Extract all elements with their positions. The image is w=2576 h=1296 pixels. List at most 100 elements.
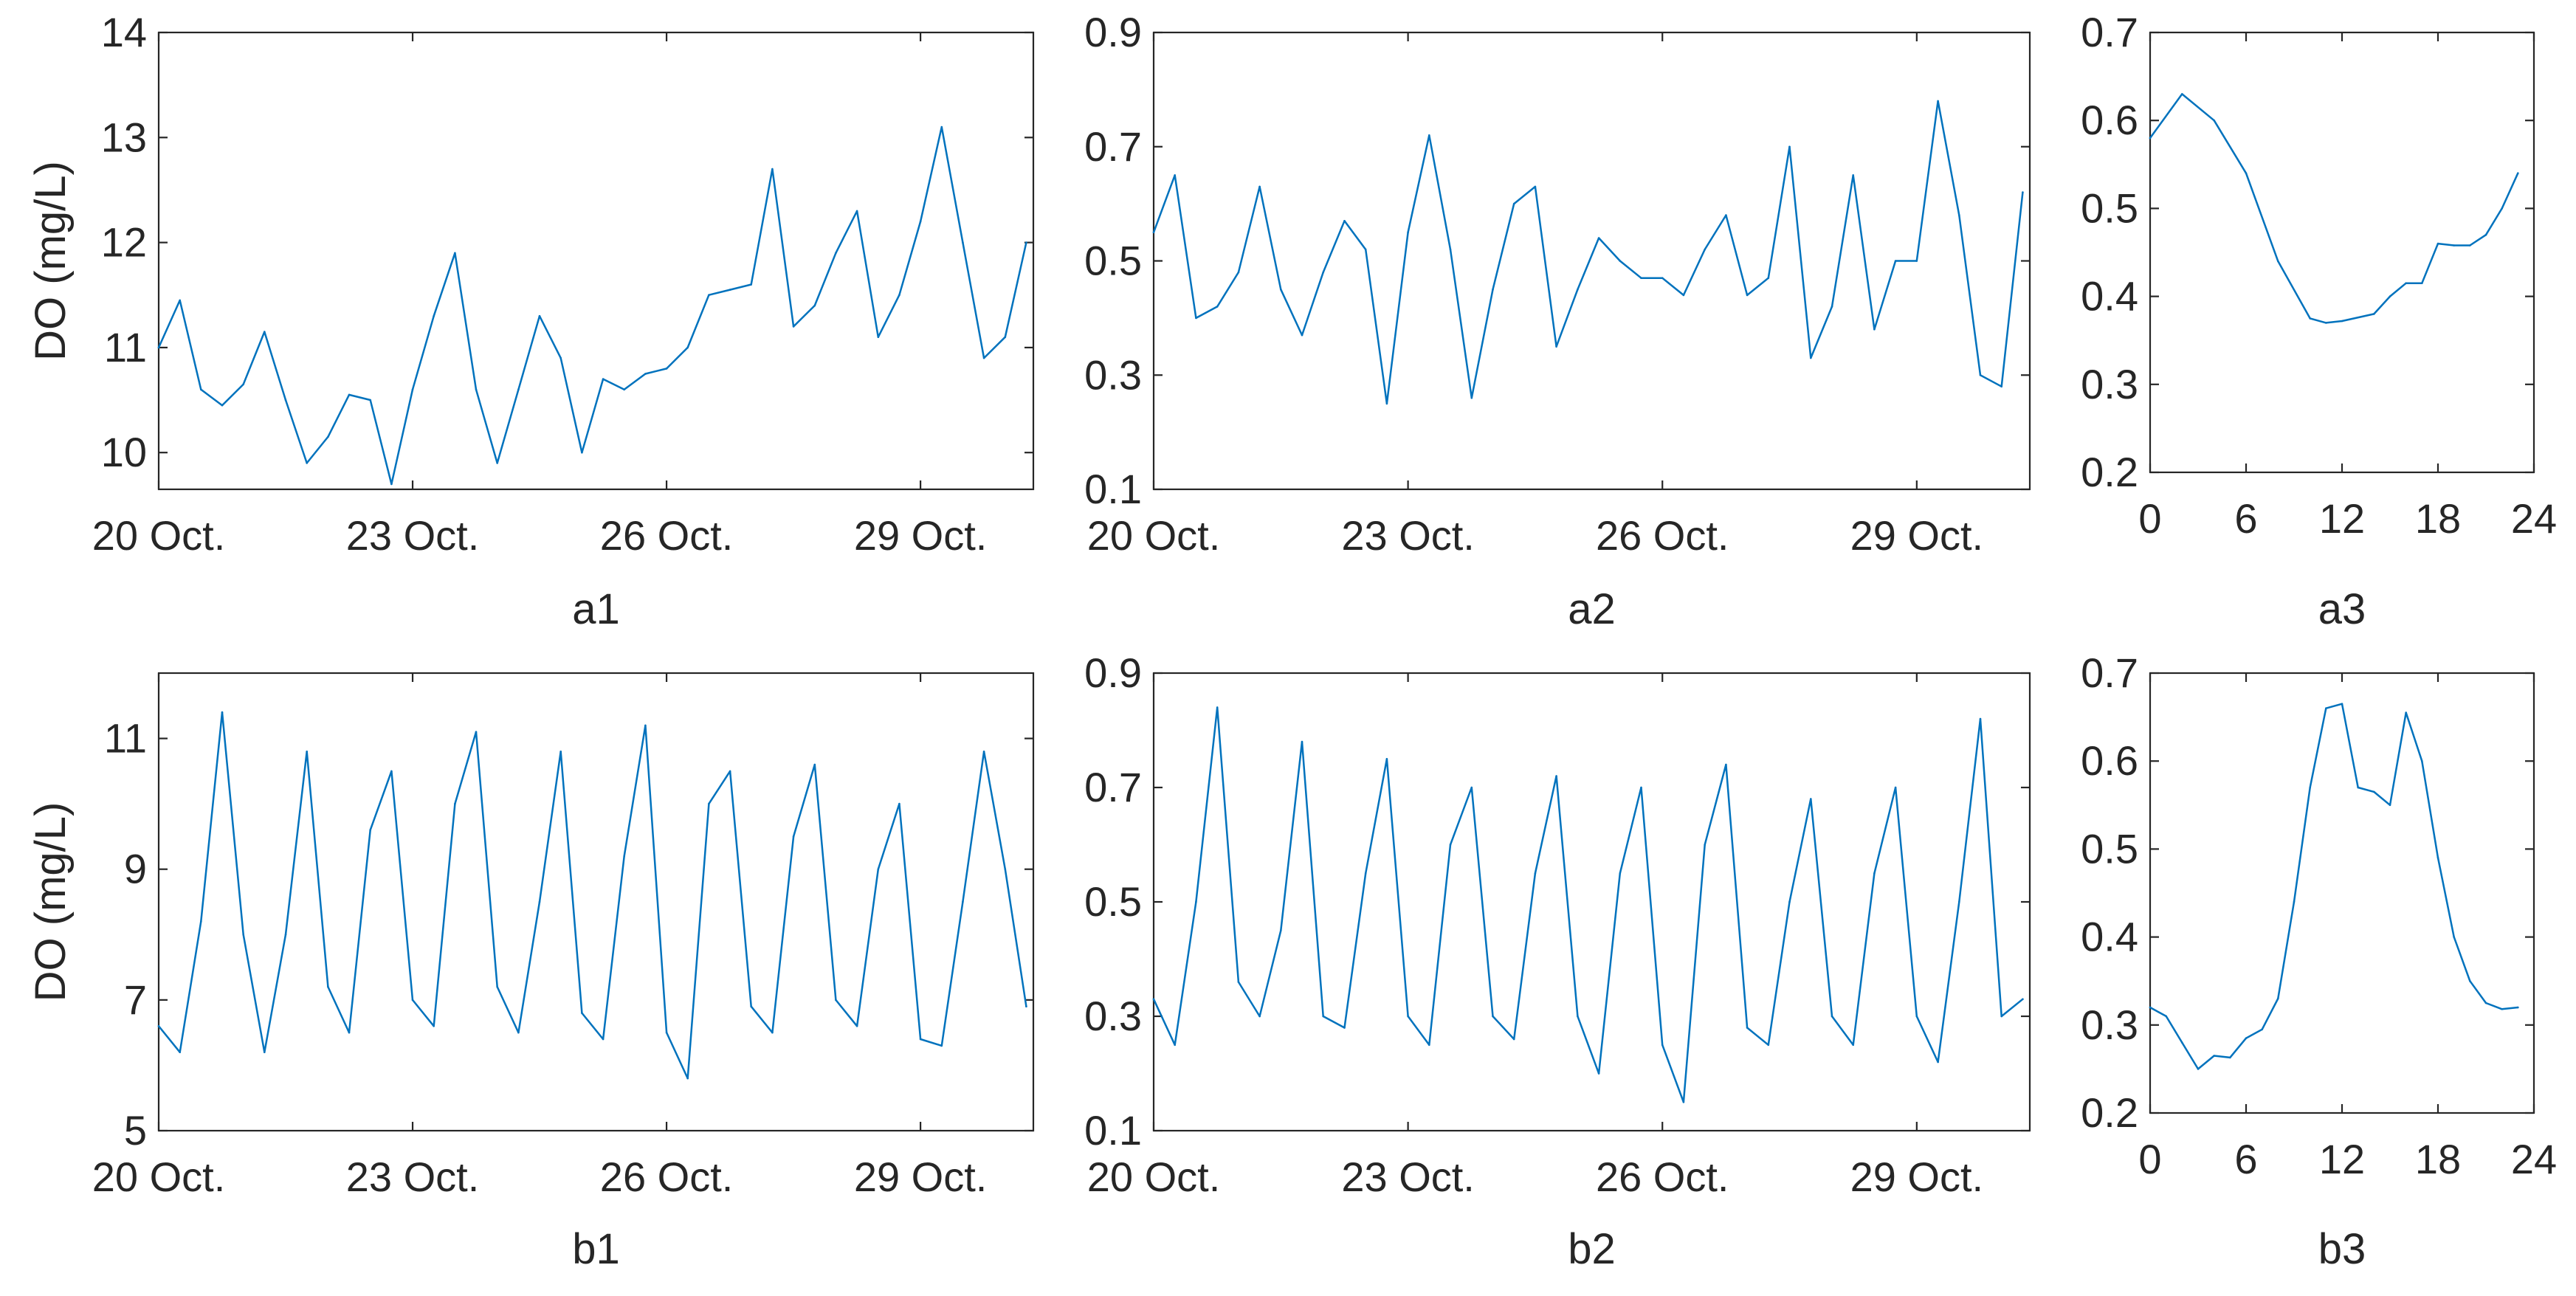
data-point <box>835 999 837 1002</box>
data-point <box>708 294 710 297</box>
data-point <box>1470 396 1473 399</box>
data-point <box>1152 231 1155 234</box>
data-point <box>1280 929 1282 932</box>
data-point <box>2405 282 2407 285</box>
data-point <box>1025 1005 1027 1007</box>
data-point <box>2517 172 2519 174</box>
x-tick-label: 20 Oct. <box>1087 512 1221 559</box>
data-point <box>559 751 562 753</box>
data-point <box>157 1025 160 1027</box>
data-point <box>771 1031 774 1034</box>
data-point <box>2357 786 2359 789</box>
data-point <box>1025 241 1027 244</box>
data-point <box>2436 242 2439 245</box>
x-tick-label: 0 <box>2138 1136 2161 1182</box>
data-point <box>559 356 562 359</box>
series-line <box>1152 100 2024 405</box>
data-point <box>982 751 985 753</box>
data-point <box>2213 1055 2215 1057</box>
series-line <box>157 125 1027 486</box>
data-point <box>200 388 202 391</box>
panel-a2: 0.1 0.3 0.5 0.7 0.9 20 Oct. 23 Oct. 26 Oct. 29 O… <box>1084 9 2031 633</box>
x-tick-label: 26 Oct. <box>600 1154 734 1200</box>
data-point <box>2197 1068 2200 1070</box>
data-point <box>1915 1015 1918 1018</box>
data-point <box>2373 313 2375 315</box>
x-axis-label: a3 <box>2318 585 2366 633</box>
y-tick-label: 10 <box>101 429 147 475</box>
data-point <box>1512 202 1515 205</box>
data-point <box>1704 844 1706 846</box>
y-tick-label: 11 <box>104 324 147 370</box>
data-point <box>2325 322 2327 324</box>
data-point <box>1958 900 1960 903</box>
data-point <box>369 399 372 401</box>
data-point <box>623 855 625 858</box>
x-tick-label: 29 Oct. <box>854 512 988 559</box>
data-point <box>2213 119 2215 122</box>
data-point <box>348 1031 351 1034</box>
x-tick-label: 23 Oct. <box>1341 512 1475 559</box>
panel-b2: 0.1 0.3 0.5 0.7 0.9 20 Oct. 23 Oct. 26 Oct. 29 O… <box>1084 649 2031 1273</box>
y-tick-label: 0.2 <box>2081 1089 2138 1136</box>
data-point <box>1937 100 1939 103</box>
data-point <box>2389 804 2391 807</box>
data-point <box>2517 1006 2519 1009</box>
data-point <box>1004 868 1007 870</box>
data-point <box>1407 1015 1409 1018</box>
data-point <box>792 325 795 328</box>
data-point <box>1852 174 1854 176</box>
data-point <box>496 462 498 464</box>
series-line <box>2149 703 2519 1070</box>
data-point <box>1301 334 1304 337</box>
data-point <box>1810 356 1812 359</box>
data-point <box>1894 260 1897 262</box>
data-point <box>1577 1015 1579 1018</box>
y-tick-label: 0.5 <box>1084 238 1142 284</box>
data-point <box>284 934 287 936</box>
data-point <box>1979 374 1982 376</box>
data-point <box>2469 979 2471 982</box>
data-point <box>623 388 625 391</box>
data-point <box>1619 260 1622 262</box>
data-point <box>1364 248 1367 251</box>
data-point <box>200 920 202 923</box>
data-point <box>813 763 816 766</box>
data-point <box>2325 707 2327 709</box>
y-tick-label: 0.3 <box>2081 361 2138 407</box>
data-point <box>348 393 351 396</box>
data-point <box>1725 214 1727 216</box>
data-point <box>390 770 393 773</box>
y-tick-label: 0.9 <box>1084 9 1142 55</box>
data-point <box>2181 93 2183 95</box>
data-point <box>1640 786 1642 789</box>
data-point <box>1174 174 1176 176</box>
data-point <box>1597 237 1600 239</box>
data-point <box>179 299 181 302</box>
data-point <box>1258 185 1261 188</box>
data-point <box>327 435 329 438</box>
x-tick-label: 0 <box>2138 495 2161 542</box>
data-point <box>1195 317 1197 320</box>
data-point <box>750 283 752 286</box>
data-point <box>2501 1008 2503 1010</box>
data-point <box>454 802 456 805</box>
data-point <box>1577 288 1579 291</box>
data-point <box>1364 872 1367 875</box>
data-point <box>2421 282 2423 285</box>
data-point <box>2293 900 2296 903</box>
data-point <box>2022 191 2024 193</box>
data-point <box>877 868 880 870</box>
data-point <box>538 900 541 903</box>
data-point <box>264 331 266 333</box>
data-point <box>1280 288 1282 291</box>
data-point <box>1470 786 1473 789</box>
data-point <box>1428 134 1430 137</box>
y-axis-label: DO (mg/L) <box>27 802 75 1002</box>
data-point <box>1704 248 1706 251</box>
data-point <box>1682 294 1685 297</box>
data-point <box>1725 763 1727 766</box>
y-tick-label: 0.7 <box>1084 764 1142 810</box>
data-point <box>919 220 922 223</box>
data-point <box>1004 336 1007 339</box>
